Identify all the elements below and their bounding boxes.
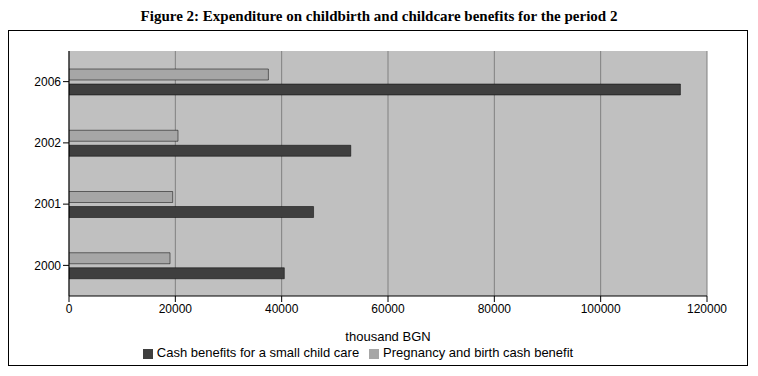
html-text:Figure 2: Expenditure on child: Figure 2: Expenditure on childbirth and … (140, 8, 618, 24)
html-text:Pregnancy and birth cash benef: Pregnancy and birth cash benefit (383, 345, 574, 360)
svg-text:60000: 60000 (371, 302, 405, 316)
svg-text:thousand BGN: thousand BGN (345, 329, 430, 344)
svg-text:20000: 20000 (159, 302, 193, 316)
svg-text:0: 0 (66, 302, 73, 316)
svg-text:80000: 80000 (478, 302, 512, 316)
svg-text:2001: 2001 (34, 197, 61, 211)
html-text:Cash benefits for a small chil: Cash benefits for a small child care (156, 345, 360, 360)
svg-text:2002: 2002 (34, 136, 61, 150)
svg-text:40000: 40000 (265, 302, 299, 316)
svg-text:2006: 2006 (34, 75, 61, 89)
svg-text:120000: 120000 (687, 302, 727, 316)
svg-text:2000: 2000 (34, 259, 61, 273)
svg-text:100000: 100000 (581, 302, 621, 316)
